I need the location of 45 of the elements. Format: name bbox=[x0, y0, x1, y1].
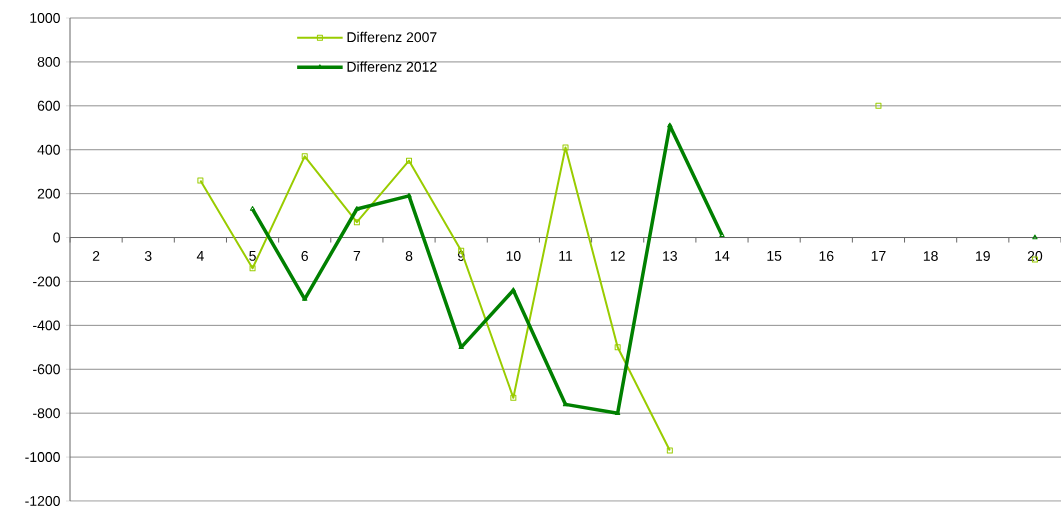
y-tick-label: -600 bbox=[33, 364, 60, 375]
legend-label: Differenz 2007 bbox=[347, 31, 437, 43]
point bbox=[1032, 234, 1038, 240]
x-tick-label: 14 bbox=[715, 251, 730, 261]
point bbox=[353, 219, 360, 226]
y-tick-label: -800 bbox=[33, 408, 60, 419]
legend-label: Differenz 2012 bbox=[347, 61, 437, 72]
x-tick-label: 4 bbox=[196, 251, 204, 261]
y-tick-label: 0 bbox=[53, 232, 60, 243]
x-tick-label: 5 bbox=[249, 251, 256, 261]
point bbox=[614, 344, 621, 351]
point bbox=[875, 102, 882, 109]
x-tick-label: 13 bbox=[663, 251, 677, 261]
y-tick-label: 1000 bbox=[30, 13, 60, 23]
x-tick-label: 7 bbox=[353, 251, 361, 261]
point bbox=[719, 232, 725, 238]
x-tick-label: 18 bbox=[923, 251, 938, 261]
y-tick-label: 400 bbox=[37, 144, 60, 155]
x-tick-label: 17 bbox=[871, 251, 886, 261]
y-tick-label: 600 bbox=[37, 100, 60, 111]
point bbox=[249, 265, 256, 272]
point bbox=[666, 447, 673, 454]
y-tick-label: -400 bbox=[33, 320, 60, 331]
x-tick-label: 8 bbox=[405, 251, 413, 261]
x-tick-label: 11 bbox=[559, 251, 573, 261]
x-tick-label: 16 bbox=[819, 251, 834, 261]
x-tick-label: 19 bbox=[976, 251, 990, 261]
x-tick-label: 2 bbox=[92, 251, 100, 261]
point bbox=[197, 177, 204, 184]
y-tick-label: -1000 bbox=[25, 452, 60, 463]
point bbox=[510, 394, 517, 401]
point bbox=[562, 144, 569, 151]
point bbox=[301, 153, 308, 160]
x-tick-label: 15 bbox=[767, 251, 782, 261]
y-tick-label: 200 bbox=[37, 188, 60, 199]
y-tick-label: -1200 bbox=[25, 496, 60, 506]
y-tick-label: 800 bbox=[37, 56, 60, 67]
point bbox=[406, 157, 413, 164]
x-tick-label: 20 bbox=[1027, 251, 1043, 261]
y-tick-label: -200 bbox=[33, 276, 60, 287]
point bbox=[249, 206, 256, 211]
x-tick-label: 12 bbox=[610, 251, 625, 261]
x-tick-label: 3 bbox=[144, 251, 152, 261]
x-tick-label: 6 bbox=[301, 251, 308, 261]
x-tick-label: 10 bbox=[506, 251, 521, 261]
